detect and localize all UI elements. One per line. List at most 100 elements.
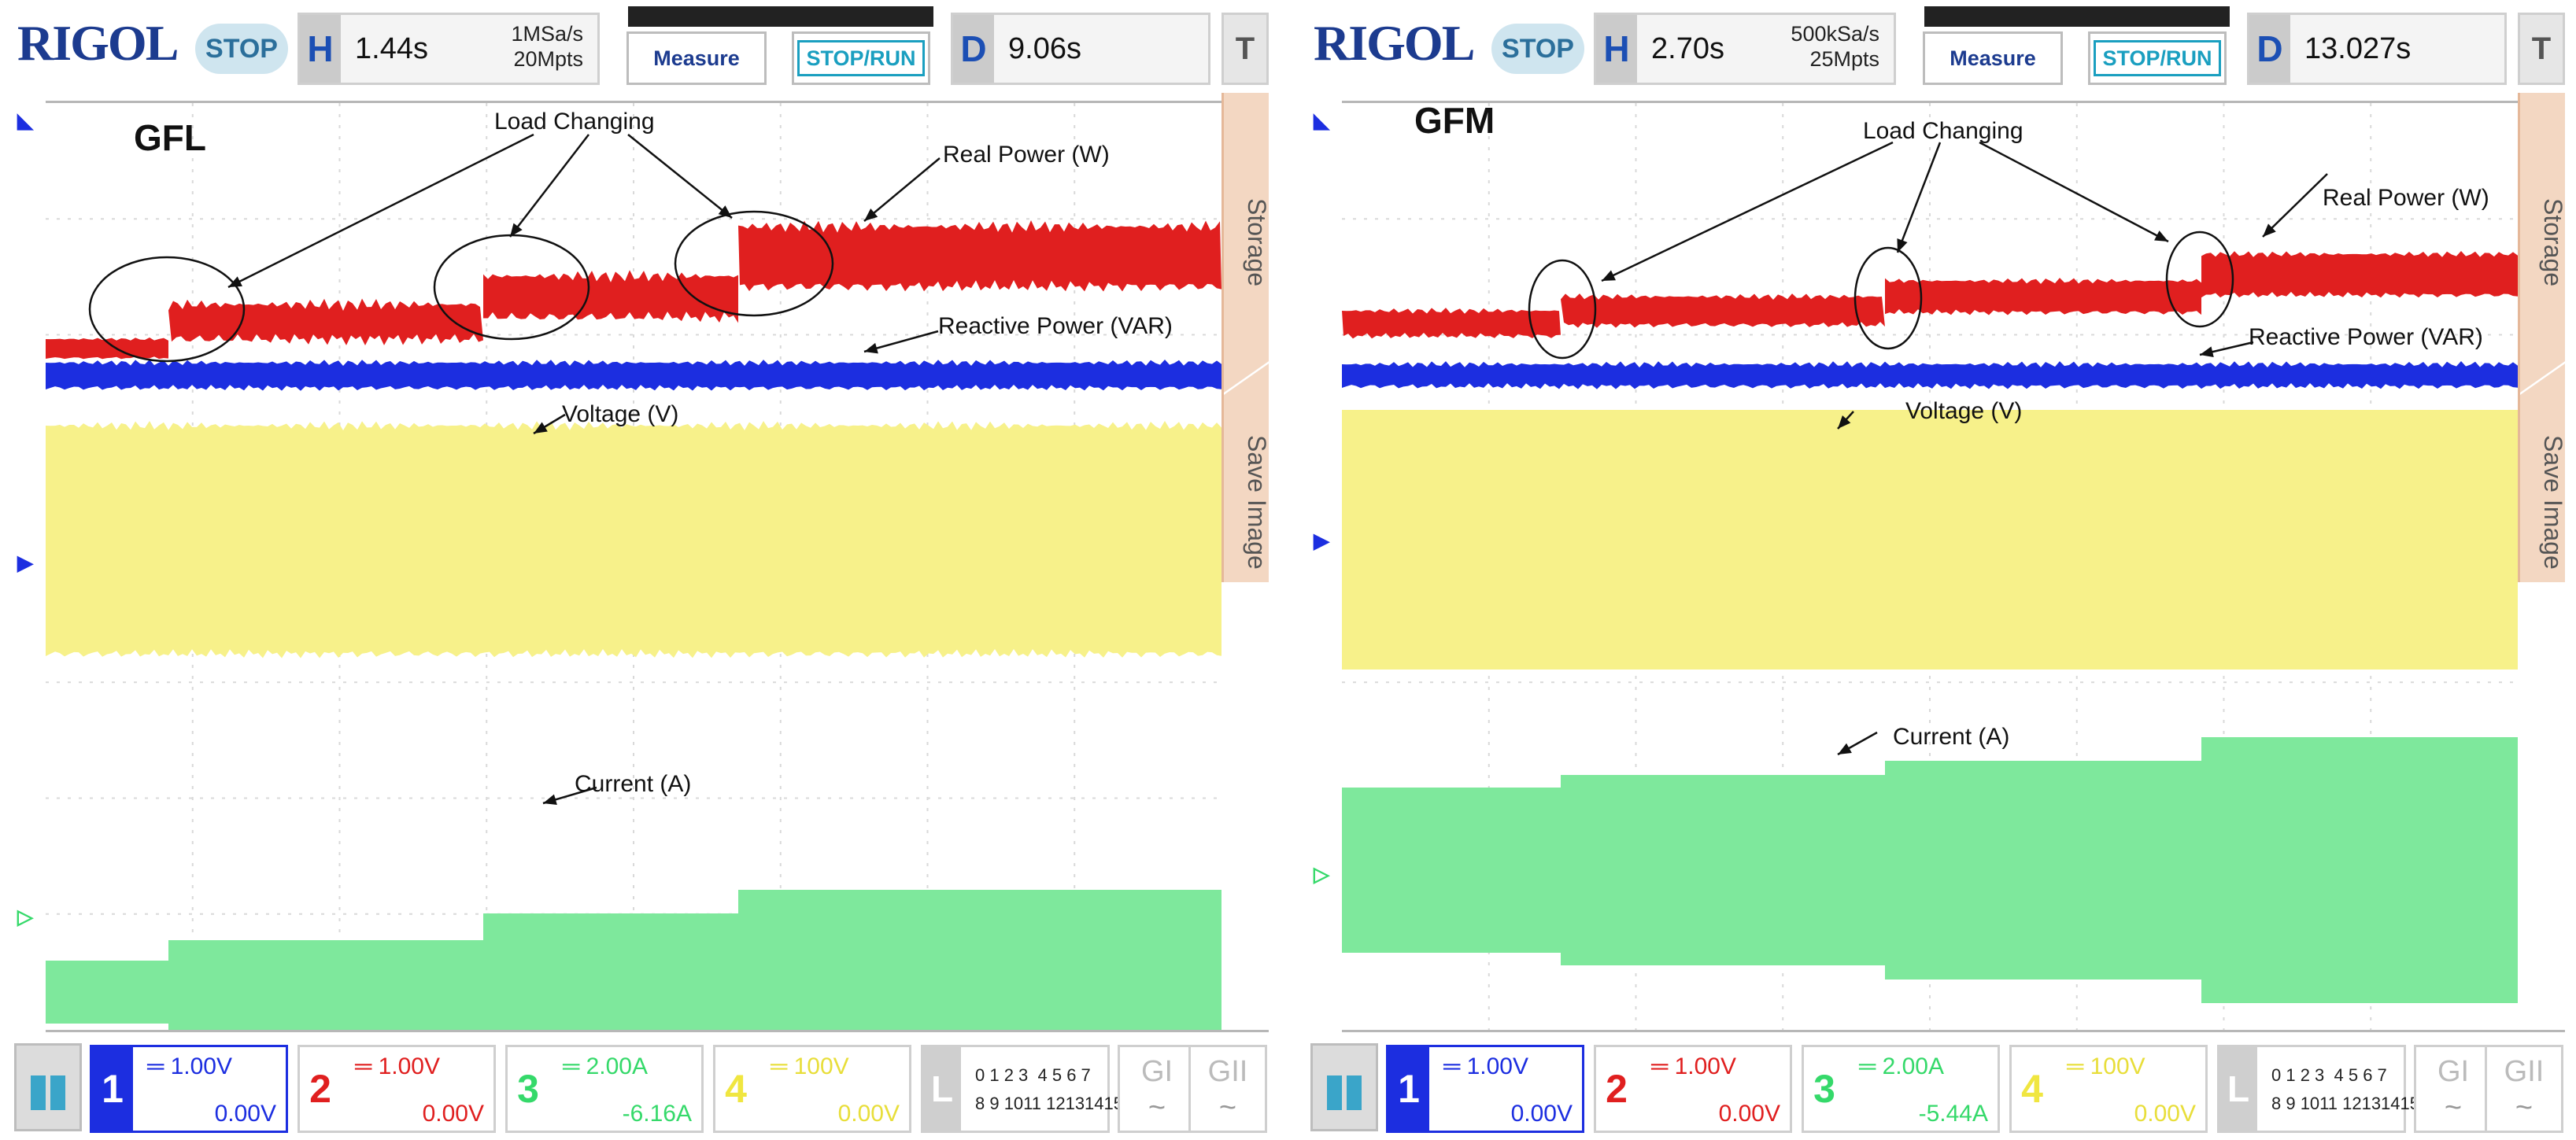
group-2-label: GII <box>1207 1055 1248 1088</box>
top-bar: RIGOL STOP H 2.70s 500kSa/s 25Mpts Measu… <box>1296 0 2565 93</box>
current-trace <box>1561 775 1885 965</box>
waveform-overview-strip <box>1924 6 2230 27</box>
rigol-logo: RIGOL <box>1314 15 1475 71</box>
channel-3-box[interactable]: 3 ═ 2.00A -5.44A <box>1802 1045 2000 1133</box>
group-1-key[interactable]: GI ~ <box>2414 1045 2493 1133</box>
sine-wave-icon: ~ <box>2515 1091 2533 1124</box>
channel-4-number: 4 <box>2021 1067 2043 1111</box>
annotation-arrowhead <box>2263 223 2276 237</box>
storage-tab[interactable]: Storage <box>2539 197 2565 287</box>
annotation-arrowhead <box>510 223 523 237</box>
current-trace <box>2201 737 2518 1003</box>
group-2-key[interactable]: GII ~ <box>2485 1045 2563 1133</box>
channel-2-box[interactable]: 2 ═ 1.00V 0.00V <box>298 1045 496 1133</box>
current-label: Current (A) <box>1893 724 2010 750</box>
annotation-ellipse <box>2165 231 2234 328</box>
measure-button[interactable]: Measure <box>626 31 767 85</box>
channel-3-number: 3 <box>517 1067 539 1111</box>
stop-run-label: STOP/RUN <box>2094 40 2221 76</box>
trigger-marker-icon: ◣ <box>17 109 33 132</box>
logic-analyzer-box[interactable]: L 0 1 2 3 4 5 6 7 8 9 1011 12131415 <box>921 1045 1123 1133</box>
run-status-badge[interactable]: STOP <box>195 24 288 74</box>
side-menu-divider <box>1224 359 1269 396</box>
annotation-arrowhead <box>1838 415 1851 429</box>
measure-button[interactable]: Measure <box>1923 31 2063 85</box>
annotation-arrowhead <box>534 422 548 433</box>
menu-grid-icon[interactable] <box>14 1043 82 1131</box>
channel-1-scale: ═ 1.00V <box>1443 1053 1528 1079</box>
annotation-arrowhead <box>864 208 878 221</box>
trigger-marker-icon: ◣ <box>1314 109 1329 132</box>
annotation-ellipse <box>1853 246 1923 350</box>
channel-4-scale: ═ 100V <box>2067 1053 2145 1079</box>
horizontal-label: H <box>300 15 341 83</box>
annotation-arrow <box>1896 142 1942 253</box>
horizontal-timebase[interactable]: H 1.44s 1MSa/s 20Mpts <box>298 13 600 85</box>
channel-1-offset: 0.00V <box>1510 1101 1573 1127</box>
group-2-label: GII <box>2504 1055 2545 1088</box>
stop-run-button[interactable]: STOP/RUN <box>792 31 930 85</box>
channel-4-box[interactable]: 4 ═ 100V 0.00V <box>2009 1045 2208 1133</box>
annotation-arrowhead <box>543 794 557 806</box>
channel-2-number: 2 <box>1606 1067 1628 1111</box>
channel-1-box[interactable]: 1 ═ 1.00V 0.00V <box>1386 1045 1584 1133</box>
load-changing-label: Load Changing <box>494 109 655 135</box>
save-image-tab[interactable]: Save Image <box>2539 434 2565 570</box>
waveform-display <box>46 101 1269 1032</box>
delay-value: 9.06s <box>1008 32 1081 65</box>
annotation-arrowhead <box>1838 743 1852 754</box>
channel-3-number: 3 <box>1813 1067 1835 1111</box>
group-1-key[interactable]: GI ~ <box>1118 1045 1196 1133</box>
real-power-trace <box>1342 308 1561 339</box>
sample-info: 1MSa/s 20Mpts <box>511 21 583 72</box>
logic-analyzer-box[interactable]: L 0 1 2 3 4 5 6 7 8 9 1011 12131415 <box>2217 1045 2419 1133</box>
annotation-arrowhead <box>718 205 732 218</box>
channel-4-box[interactable]: 4 ═ 100V 0.00V <box>713 1045 911 1133</box>
annotation-arrowhead <box>2154 231 2168 242</box>
delay-label: D <box>2249 15 2290 83</box>
logic-analyzer-label: L <box>923 1047 961 1131</box>
mode-title: GFL <box>134 117 206 158</box>
save-image-tab[interactable]: Save Image <box>1243 434 1269 570</box>
delay-readout[interactable]: D 9.06s <box>951 13 1210 85</box>
channel-marker-icon: ▶ <box>17 551 33 574</box>
reactive-power-label: Reactive Power (VAR) <box>2249 324 2483 350</box>
current-trace <box>46 961 168 1024</box>
channel-2-box[interactable]: 2 ═ 1.00V 0.00V <box>1594 1045 1792 1133</box>
voltage-trace <box>1342 410 2518 670</box>
channel-4-number: 4 <box>725 1067 747 1111</box>
sample-info: 500kSa/s 25Mpts <box>1791 21 1879 72</box>
delay-readout[interactable]: D 13.027s <box>2247 13 2507 85</box>
horizontal-timebase[interactable]: H 2.70s 500kSa/s 25Mpts <box>1594 13 1896 85</box>
timebase-value: 2.70s <box>1651 32 1724 65</box>
trigger-key[interactable]: T <box>2518 13 2565 85</box>
waveform-display <box>1342 101 2565 1032</box>
trigger-key[interactable]: T <box>1221 13 1269 85</box>
menu-grid-icon[interactable] <box>1310 1043 1378 1131</box>
load-changing-label: Load Changing <box>1863 118 2023 144</box>
rigol-logo: RIGOL <box>17 15 179 71</box>
reactive-power-trace <box>46 360 1221 391</box>
channel-2-scale: ═ 1.00V <box>1651 1053 1736 1079</box>
annotation-arrow <box>863 157 941 222</box>
real-power-trace <box>46 338 168 360</box>
storage-tab[interactable]: Storage <box>1243 197 1269 287</box>
current-trace <box>168 940 483 1030</box>
channel-3-box[interactable]: 3 ═ 2.00A -6.16A <box>505 1045 704 1133</box>
channel-marker-icon: ▶ <box>1314 529 1329 552</box>
reactive-power-trace <box>1342 361 2518 389</box>
annotation-arrow <box>627 134 733 219</box>
annotation-arrowhead <box>864 342 878 354</box>
channel-3-offset: -6.16A <box>622 1101 692 1127</box>
stop-run-button[interactable]: STOP/RUN <box>2088 31 2227 85</box>
sample-rate: 500kSa/s <box>1791 22 1879 46</box>
group-2-key[interactable]: GII ~ <box>1188 1045 1267 1133</box>
run-status-badge[interactable]: STOP <box>1491 24 1584 74</box>
oscilloscope-right: RIGOL STOP H 2.70s 500kSa/s 25Mpts Measu… <box>1296 0 2565 1140</box>
memory-depth: 25Mpts <box>1809 47 1879 71</box>
channel-3-scale: ═ 2.00A <box>1859 1053 1944 1079</box>
channel-marker-icon: ▷ <box>17 905 33 928</box>
channel-1-box[interactable]: 1 ═ 1.00V 0.00V <box>90 1045 288 1133</box>
current-trace <box>738 890 1221 1030</box>
sine-wave-icon: ~ <box>1148 1091 1166 1124</box>
